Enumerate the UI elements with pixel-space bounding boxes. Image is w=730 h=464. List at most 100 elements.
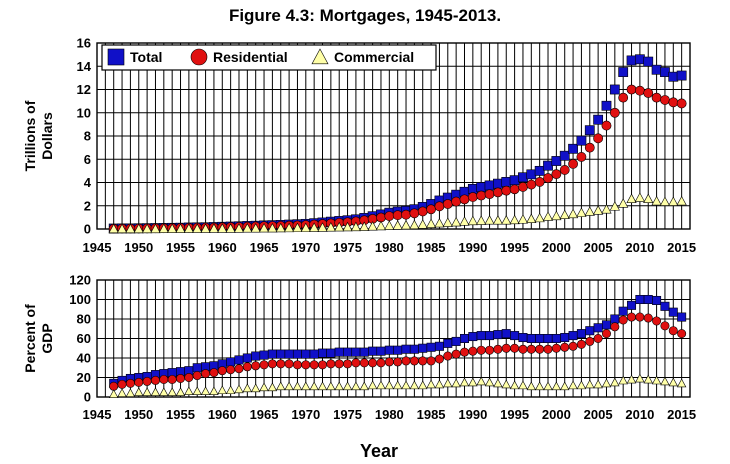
residential-point	[677, 329, 687, 339]
y-tick-label: 100	[69, 292, 91, 307]
residential-point	[610, 322, 620, 332]
total-point	[526, 333, 536, 343]
total-point	[434, 341, 444, 351]
residential-point	[150, 375, 160, 385]
commercial-point	[175, 387, 186, 396]
commercial-point	[192, 223, 203, 233]
commercial-point	[317, 222, 328, 232]
commercial-point	[192, 386, 202, 396]
x-tick-label: 1970	[291, 240, 320, 255]
residential-point	[176, 373, 186, 383]
x-tick-label: 2000	[542, 407, 571, 422]
residential-point	[267, 359, 277, 369]
residential-point	[217, 366, 227, 376]
commercial-point	[451, 378, 461, 388]
residential-point	[443, 351, 453, 361]
total-point	[451, 336, 461, 346]
commercial-point	[258, 222, 270, 233]
commercial-point	[334, 381, 344, 391]
residential-point	[343, 359, 353, 369]
commercial-point	[242, 383, 253, 393]
commercial-point	[209, 386, 219, 396]
total-point	[626, 55, 637, 66]
commercial-point	[250, 383, 261, 393]
residential-point	[184, 372, 194, 382]
total-point	[459, 333, 469, 343]
total-point	[643, 294, 653, 304]
commercial-point	[601, 204, 612, 214]
commercial-point	[392, 220, 403, 230]
total-point	[226, 357, 236, 367]
commercial-point	[509, 380, 520, 390]
commercial-point	[585, 379, 595, 389]
total-point	[635, 294, 645, 304]
total-point	[559, 150, 570, 161]
total-point	[518, 333, 528, 343]
total-point	[359, 347, 369, 357]
x-tick-label: 1980	[375, 407, 404, 422]
series-residential	[109, 312, 687, 391]
residential-point	[251, 361, 261, 371]
commercial-point	[643, 374, 653, 384]
total-point	[493, 330, 503, 340]
commercial-point	[150, 387, 161, 396]
commercial-point	[493, 378, 503, 388]
commercial-point	[208, 223, 220, 233]
series-commercial	[108, 192, 687, 234]
residential-point	[501, 343, 511, 353]
total-point	[601, 320, 611, 330]
total-point	[351, 347, 361, 357]
y-axis-title: GDP	[39, 323, 55, 353]
residential-point	[618, 92, 629, 103]
legend: Total Residential Commercial	[101, 44, 437, 71]
residential-point	[576, 152, 587, 162]
legend-label-commercial: Commercial	[334, 49, 414, 65]
y-tick-label: 0	[84, 390, 91, 405]
total-point	[443, 338, 453, 348]
commercial-point	[183, 223, 194, 233]
total-point	[609, 84, 620, 95]
total-point	[234, 355, 244, 365]
residential-point	[543, 173, 553, 183]
commercial-point	[484, 377, 495, 387]
commercial-point	[501, 215, 512, 225]
x-tick-label: 1985	[417, 240, 446, 255]
total-point	[585, 326, 595, 336]
commercial-point	[509, 214, 520, 225]
residential-point	[476, 345, 486, 355]
total-point	[668, 307, 678, 317]
x-tick-label: 2015	[667, 240, 696, 255]
commercial-point	[108, 223, 119, 234]
y-tick-label: 120	[69, 273, 91, 288]
total-point	[668, 71, 679, 82]
residential-point	[134, 377, 144, 387]
total-point	[576, 329, 586, 339]
commercial-point	[117, 388, 127, 397]
residential-point	[676, 98, 687, 109]
residential-point	[309, 360, 319, 370]
residential-point	[501, 185, 512, 196]
commercial-point	[584, 206, 595, 216]
residential-point	[476, 190, 487, 201]
commercial-point	[267, 382, 278, 392]
residential-point	[159, 374, 169, 384]
total-point	[343, 347, 353, 357]
legend-label-total: Total	[130, 49, 162, 65]
commercial-point	[526, 213, 537, 223]
residential-point	[601, 120, 612, 131]
plot-frame	[96, 279, 691, 398]
commercial-point	[150, 223, 161, 234]
commercial-point	[400, 219, 412, 230]
commercial-point	[567, 208, 579, 219]
y-tick-label: 4	[84, 175, 92, 190]
total-point	[510, 331, 520, 341]
residential-point	[384, 211, 395, 221]
commercial-point	[459, 216, 470, 226]
total-point	[627, 300, 637, 310]
total-point	[660, 301, 670, 311]
x-tick-label: 1975	[333, 407, 362, 422]
residential-point	[601, 329, 611, 339]
commercial-point	[326, 381, 336, 391]
commercial-point	[443, 378, 453, 388]
residential-point	[318, 360, 328, 370]
